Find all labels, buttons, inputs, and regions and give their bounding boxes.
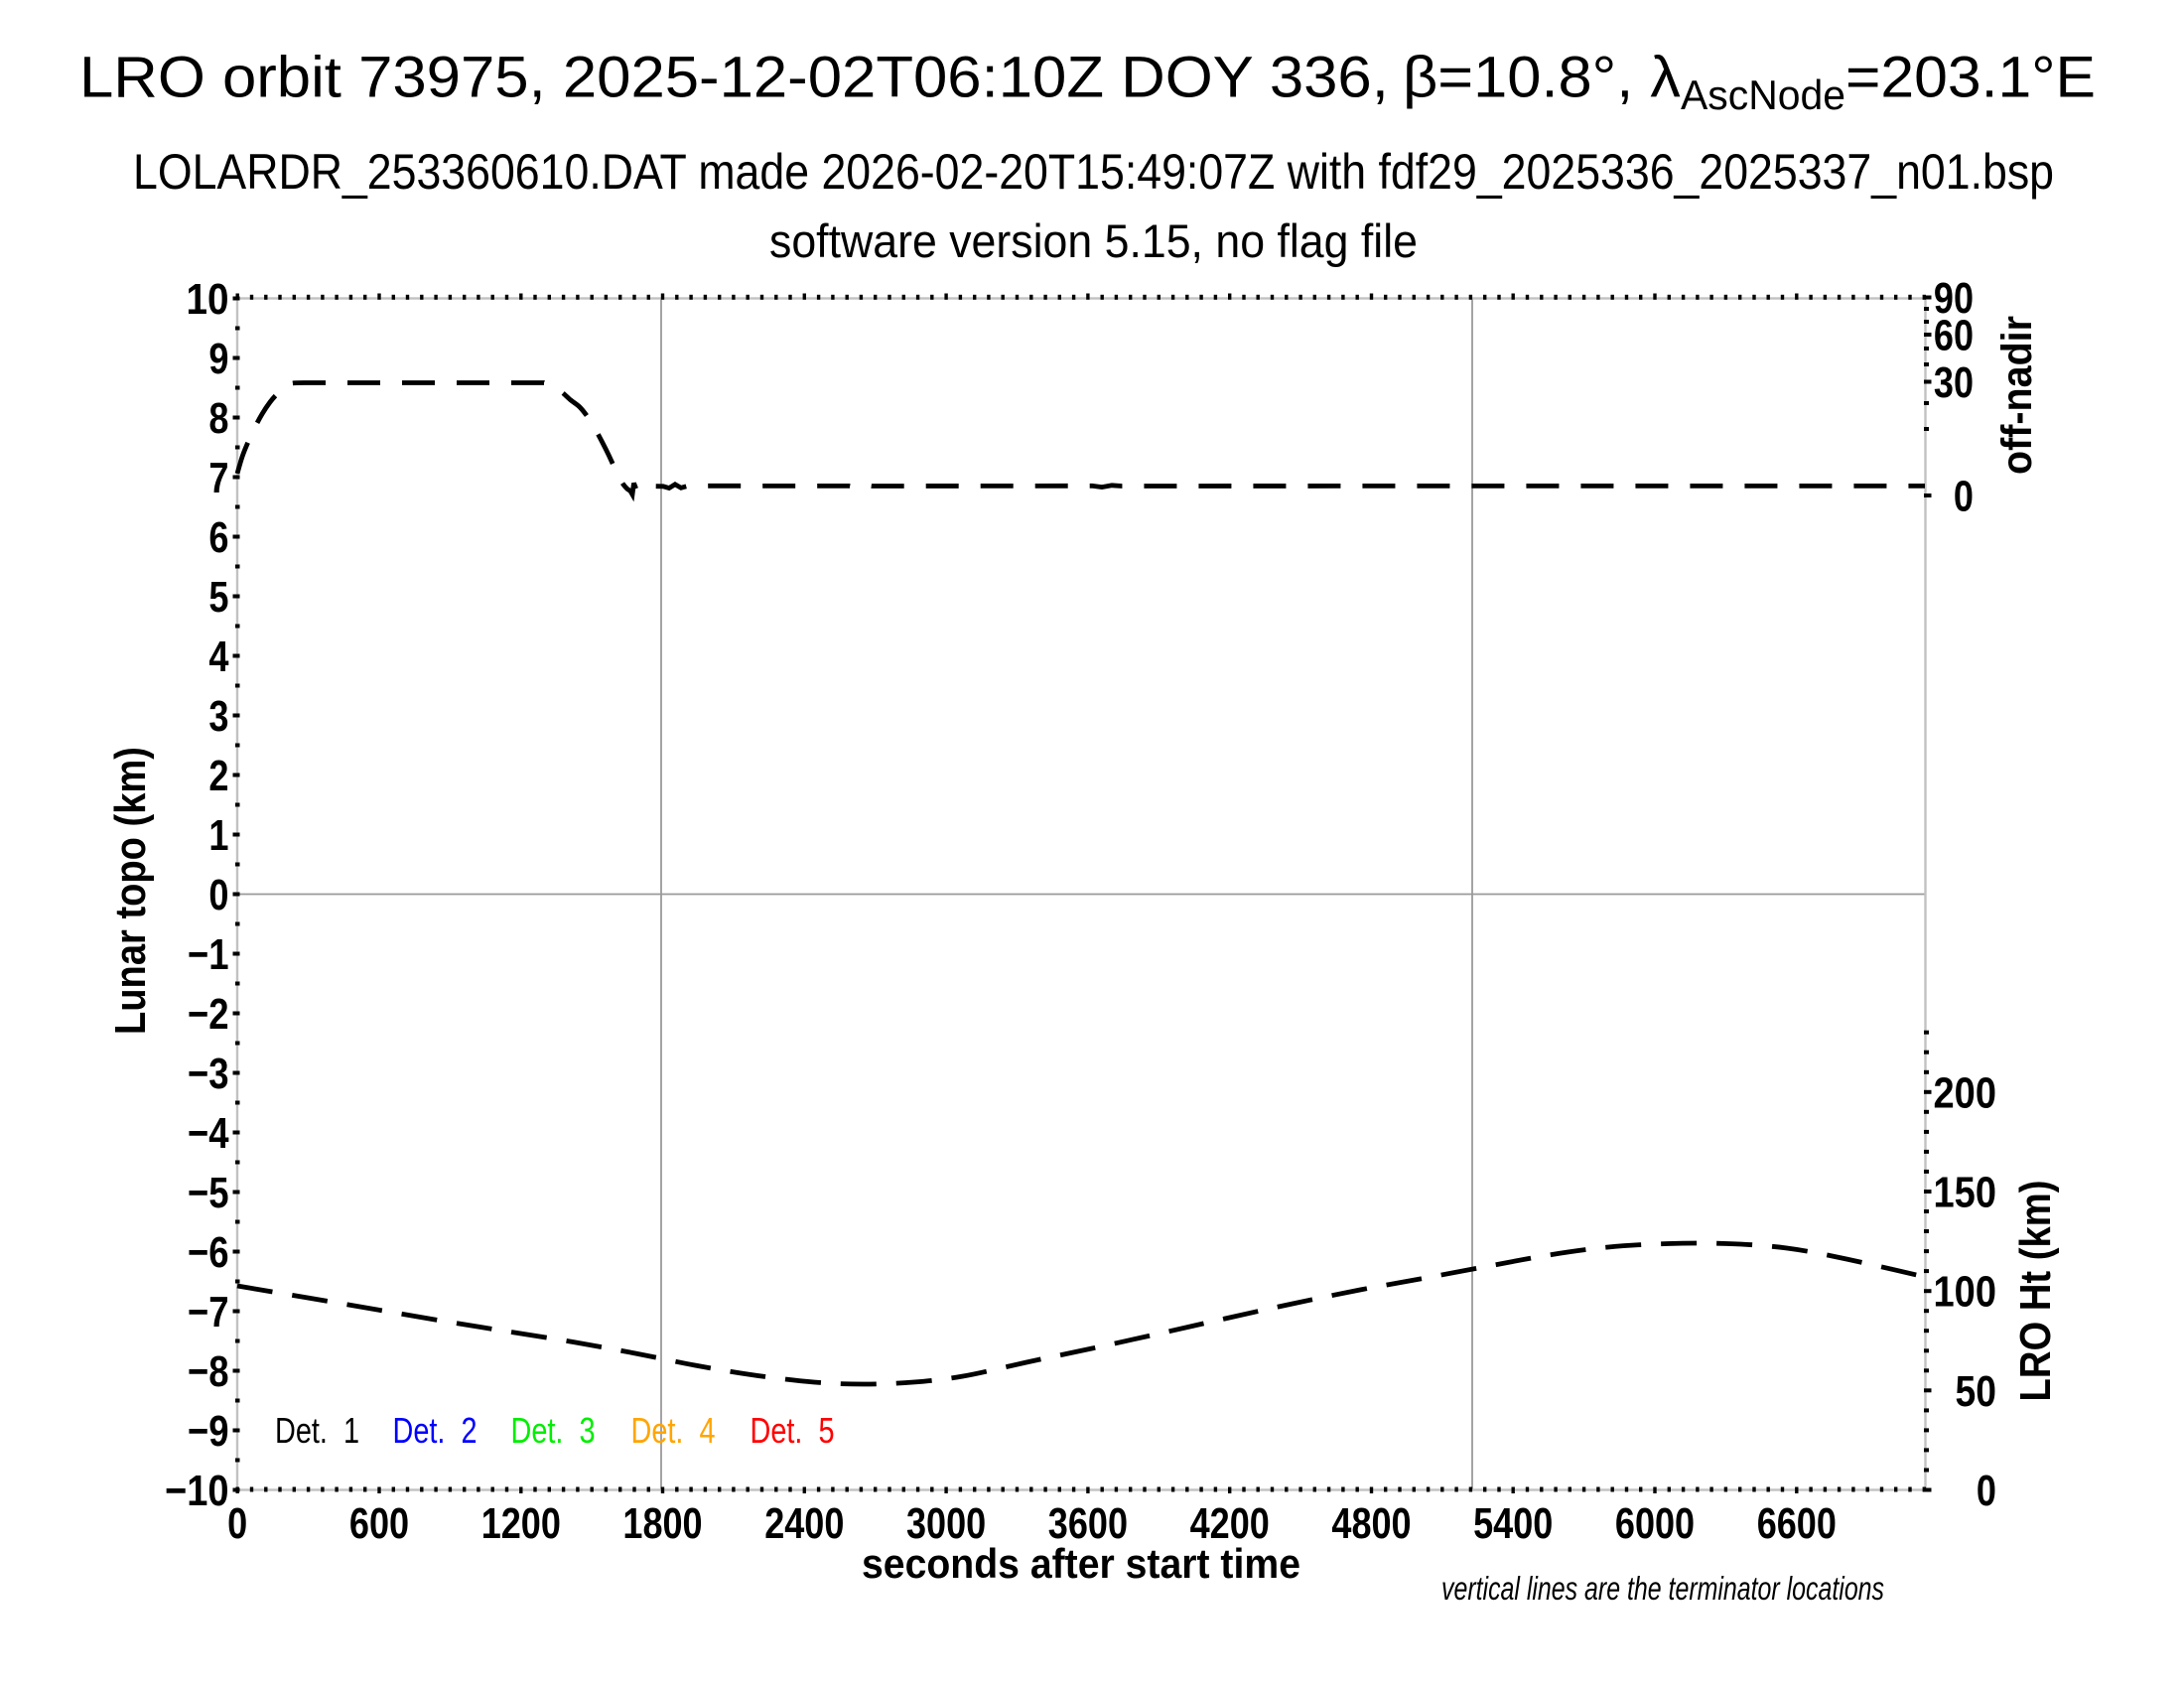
- svg-text:4200: 4200: [1190, 1499, 1270, 1548]
- svg-text:4: 4: [208, 633, 229, 681]
- svg-text:200: 200: [1934, 1068, 1997, 1117]
- svg-text:2400: 2400: [764, 1499, 844, 1548]
- svg-text:vertical lines are the termina: vertical lines are the terminator locati…: [1441, 1570, 1884, 1607]
- svg-text:6: 6: [208, 513, 228, 562]
- svg-text:LRO orbit 73975, 2025-12-02T06: LRO orbit 73975, 2025-12-02T06:10Z DOY 3…: [79, 46, 1406, 110]
- svg-text:4800: 4800: [1331, 1499, 1411, 1548]
- svg-text:Det. 4: Det. 4: [631, 1410, 716, 1451]
- svg-text:50: 50: [1956, 1367, 1997, 1416]
- svg-text:1200: 1200: [481, 1499, 561, 1548]
- svg-text:5400: 5400: [1473, 1499, 1553, 1548]
- svg-text:7: 7: [208, 454, 228, 502]
- svg-text:−10: −10: [165, 1467, 229, 1515]
- svg-text:−4: −4: [188, 1109, 229, 1158]
- svg-text:3: 3: [208, 692, 228, 741]
- svg-text:3000: 3000: [906, 1499, 986, 1548]
- svg-text:30: 30: [1934, 358, 1974, 407]
- svg-text:10: 10: [187, 275, 229, 324]
- svg-text:β=10.8°, λ: β=10.8°, λ: [1403, 46, 1681, 110]
- svg-text:seconds after start time: seconds after start time: [862, 1540, 1300, 1587]
- svg-text:150: 150: [1934, 1169, 1997, 1217]
- svg-text:LRO Ht (km): LRO Ht (km): [2011, 1181, 2060, 1402]
- svg-text:Det. 2: Det. 2: [393, 1410, 478, 1451]
- svg-text:90: 90: [1934, 274, 1974, 323]
- svg-text:−5: −5: [188, 1169, 229, 1217]
- svg-text:−9: −9: [188, 1407, 229, 1456]
- svg-text:1800: 1800: [622, 1499, 702, 1548]
- svg-text:−1: −1: [188, 930, 229, 979]
- svg-text:9: 9: [208, 335, 228, 383]
- svg-text:Det. 1: Det. 1: [275, 1410, 359, 1451]
- svg-text:AscNode: AscNode: [1681, 71, 1845, 118]
- svg-text:8: 8: [208, 394, 228, 443]
- svg-text:6000: 6000: [1615, 1499, 1695, 1548]
- svg-text:off-nadir: off-nadir: [1993, 316, 2041, 475]
- svg-text:−6: −6: [188, 1228, 229, 1277]
- svg-text:0: 0: [208, 871, 228, 919]
- svg-text:600: 600: [349, 1499, 409, 1548]
- svg-text:Det. 3: Det. 3: [511, 1410, 596, 1451]
- svg-text:−3: −3: [188, 1050, 229, 1098]
- svg-text:100: 100: [1934, 1268, 1997, 1317]
- svg-text:−7: −7: [188, 1288, 229, 1336]
- svg-text:3600: 3600: [1048, 1499, 1128, 1548]
- svg-text:5: 5: [208, 573, 228, 622]
- svg-text:2: 2: [208, 752, 228, 800]
- svg-text:−2: −2: [188, 990, 229, 1039]
- svg-text:6600: 6600: [1757, 1499, 1837, 1548]
- svg-text:1: 1: [208, 811, 228, 860]
- svg-text:=203.1°E: =203.1°E: [1845, 46, 2096, 110]
- svg-text:LOLARDR_253360610.DAT made 202: LOLARDR_253360610.DAT made 2026-02-20T15…: [133, 144, 2054, 200]
- svg-text:software version 5.15, no flag: software version 5.15, no flag file: [769, 214, 1418, 267]
- svg-text:0: 0: [227, 1499, 247, 1548]
- svg-text:0: 0: [1954, 473, 1974, 521]
- svg-text:Lunar topo (km): Lunar topo (km): [106, 747, 155, 1035]
- svg-text:−8: −8: [188, 1347, 229, 1396]
- svg-text:Det. 5: Det. 5: [751, 1410, 835, 1451]
- svg-text:60: 60: [1934, 312, 1974, 360]
- svg-text:0: 0: [1977, 1467, 1996, 1515]
